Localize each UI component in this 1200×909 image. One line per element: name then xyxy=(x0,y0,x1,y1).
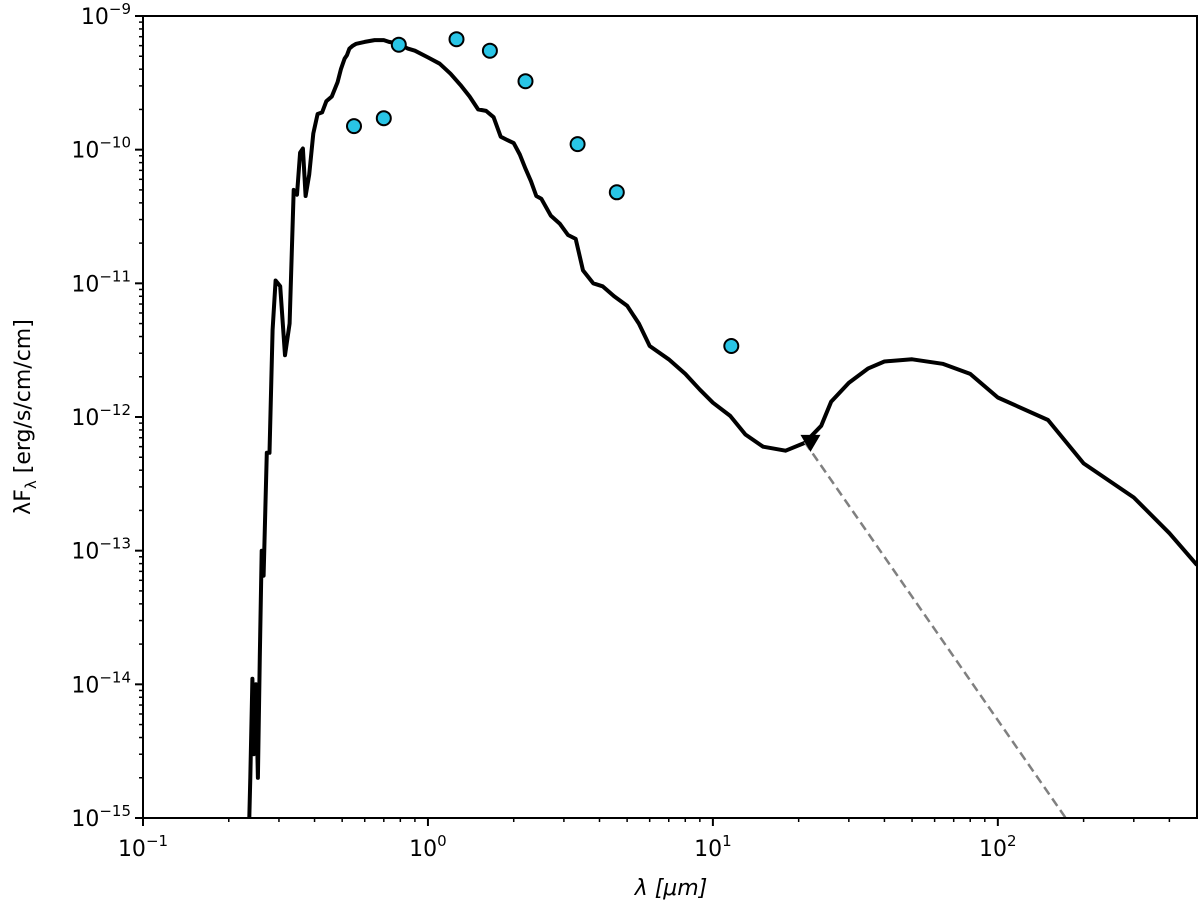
photometry-point xyxy=(346,118,362,135)
y-tick-label: 10−13 xyxy=(71,535,131,565)
x-axis-label: λ [μm] xyxy=(634,876,708,901)
axes: 10−1 100 101 102 10−15 10−14 10−13 10−12 10−11 10… xyxy=(71,0,1198,862)
photometry-point xyxy=(569,136,586,153)
y-tick-label: 10−10 xyxy=(71,134,131,164)
upper-limit-marker xyxy=(800,434,821,452)
x-tick-label: 100 xyxy=(409,832,447,862)
plot-area xyxy=(247,31,1197,818)
photometry-point xyxy=(517,73,534,90)
photometry-point xyxy=(723,338,740,354)
photometry-point xyxy=(390,36,407,53)
y-tick-label: 10−14 xyxy=(71,668,131,698)
x-tick-label: 10−1 xyxy=(118,832,168,862)
x-tick-label: 102 xyxy=(979,832,1017,862)
y-tick-label: 10−12 xyxy=(71,401,131,431)
y-tick-label: 10−9 xyxy=(81,0,131,30)
photosphere-extrapolation-line xyxy=(803,441,1067,818)
y-tick-label: 10−11 xyxy=(71,267,131,297)
photometry-point xyxy=(375,110,392,127)
photometry-point xyxy=(608,184,625,201)
photometry-point xyxy=(448,31,465,48)
y-tick-label: 10−15 xyxy=(71,802,131,832)
x-tick-label: 101 xyxy=(694,832,732,862)
photometry-point xyxy=(481,42,498,59)
model-sed-line xyxy=(247,38,1197,818)
plot-content xyxy=(247,31,1197,818)
y-axis-label: λFλ [erg/s/cm/cm] xyxy=(11,319,40,515)
